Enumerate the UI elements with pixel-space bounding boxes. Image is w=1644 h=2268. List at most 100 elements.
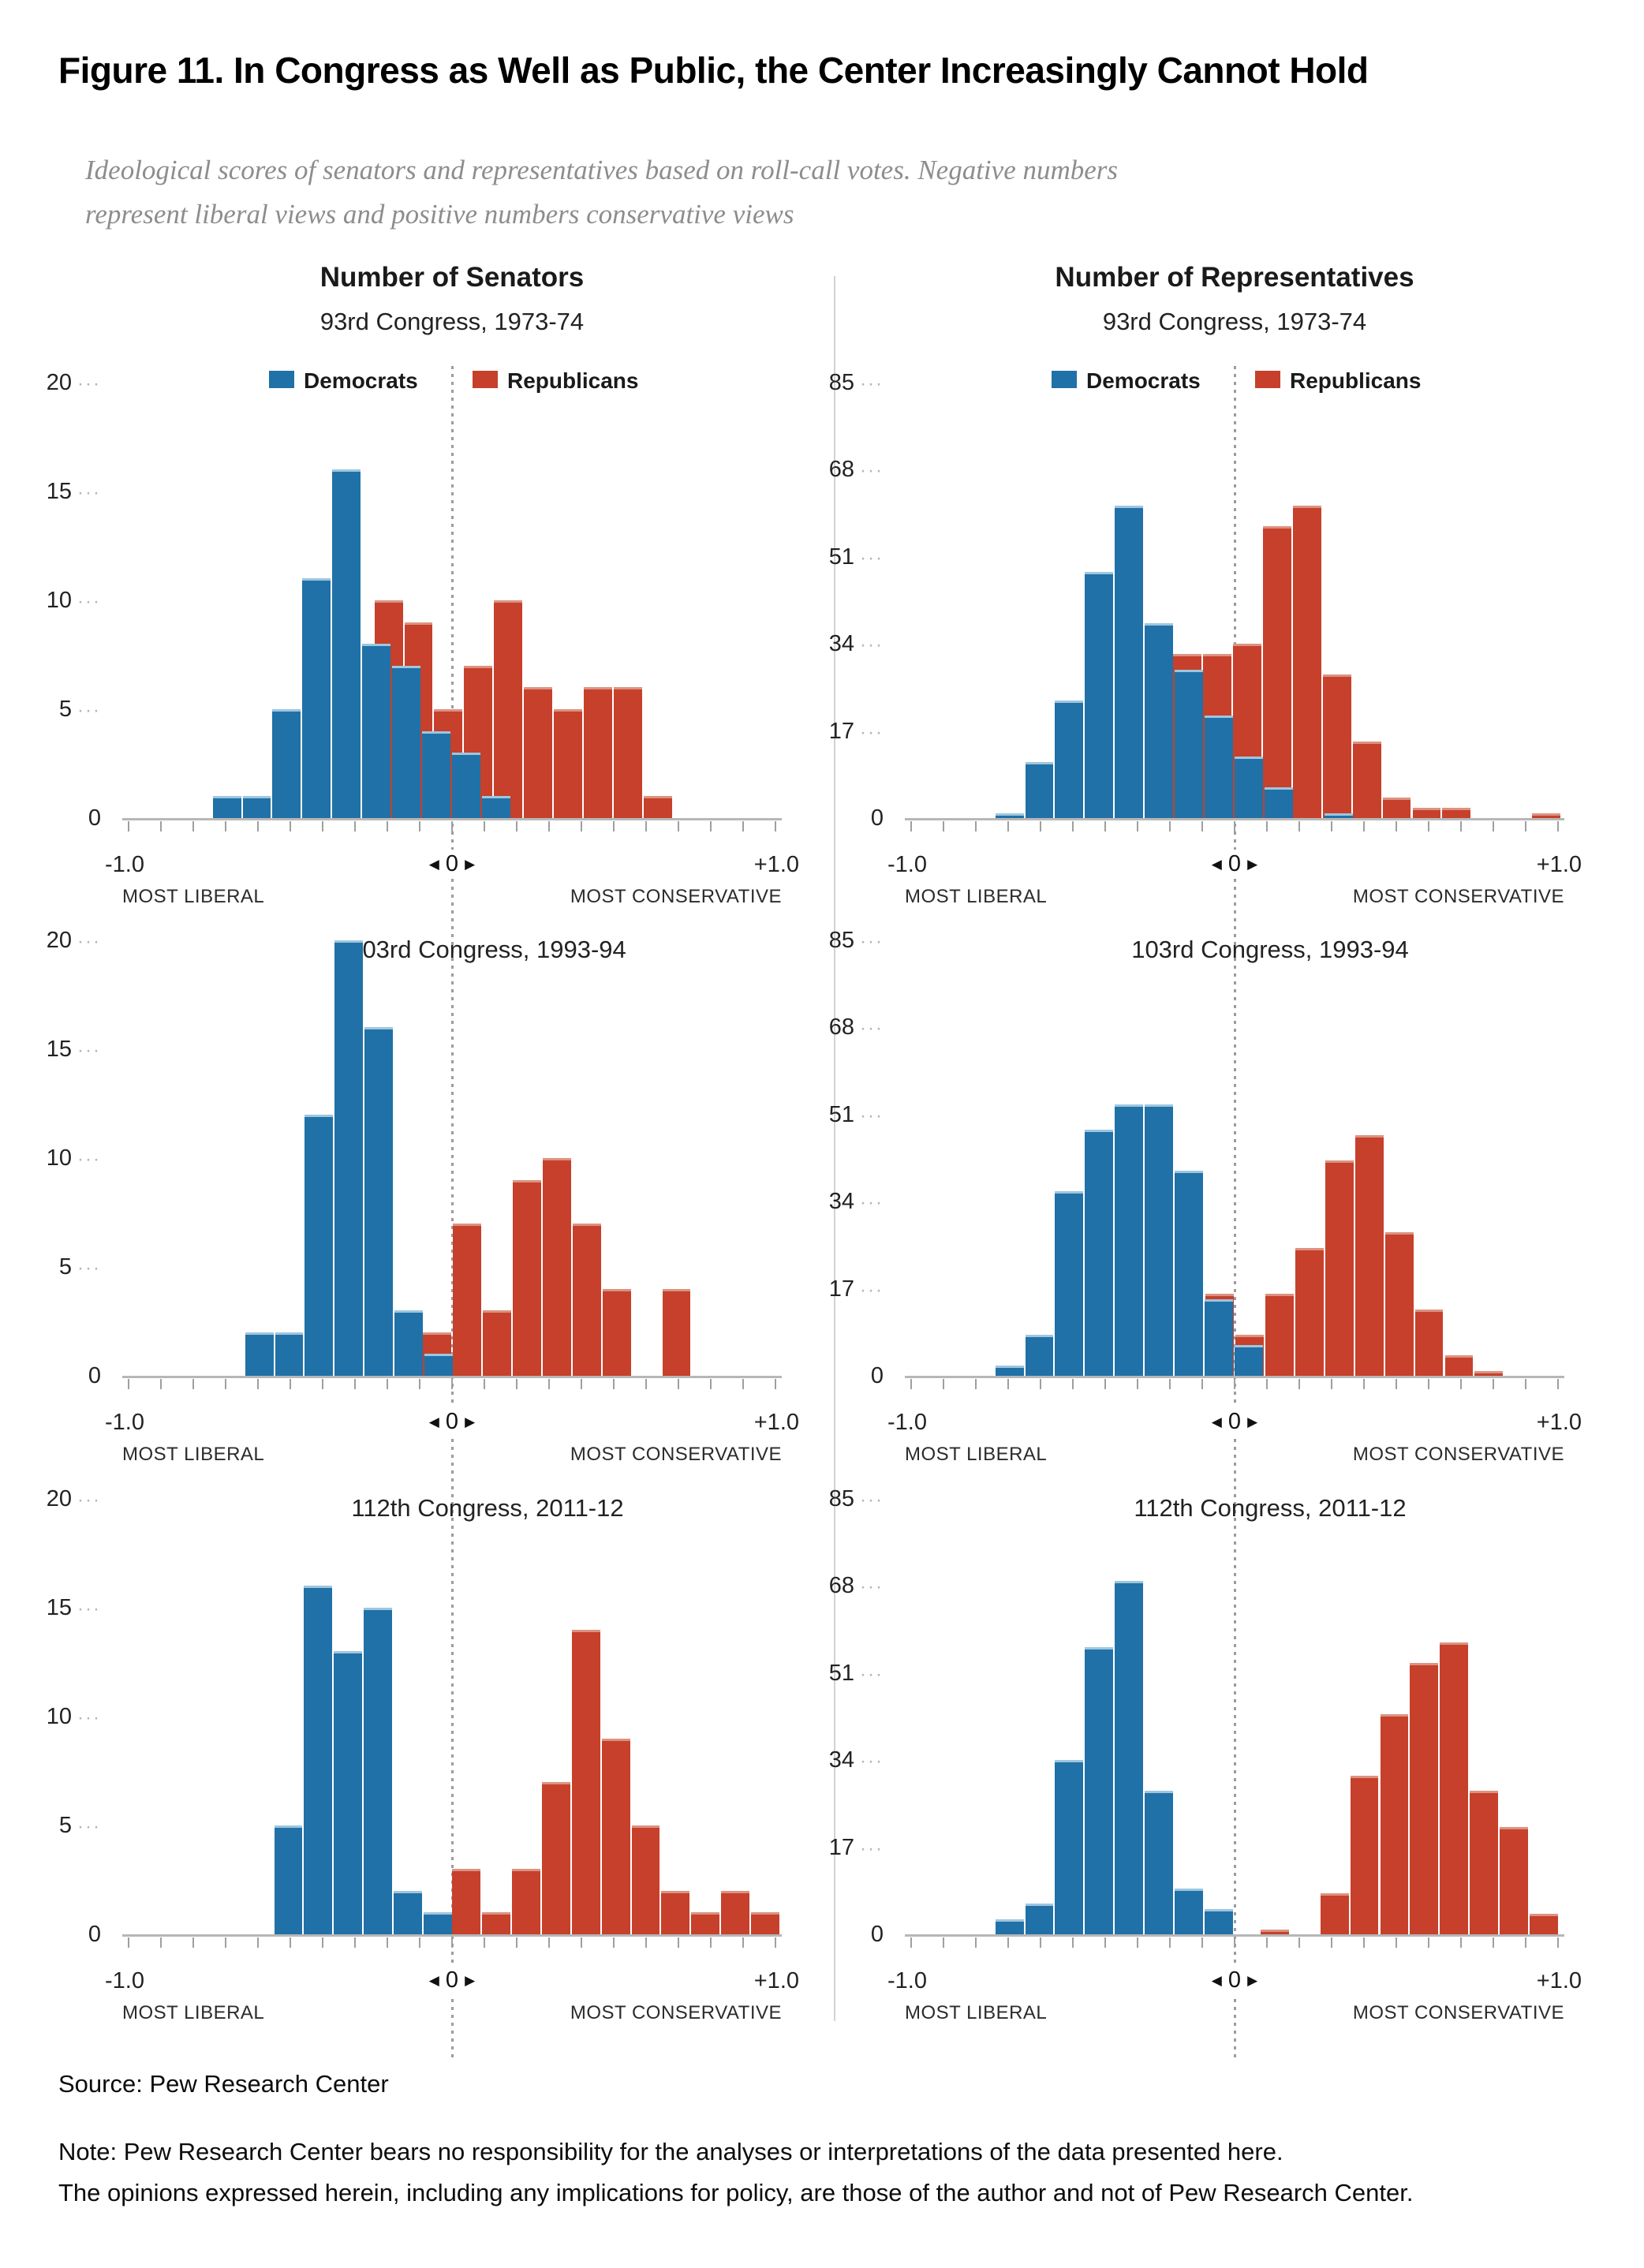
x-axis-tick <box>484 1379 485 1389</box>
y-tick-label-34: 34 ··· <box>777 1747 884 1773</box>
histogram-bar-democrats <box>1175 669 1204 818</box>
x-label-zero: ◀ 0 ▶ <box>1186 1966 1283 1994</box>
y-tick-label-0: 0 <box>0 805 101 831</box>
right-arrow-icon: ▶ <box>1247 1973 1258 1988</box>
x-axis-tick <box>678 821 679 831</box>
y-tick-value: 68 <box>828 1573 855 1599</box>
y-tick-label-20: 20 ··· <box>0 370 101 395</box>
y-tick-dots: ··· <box>77 591 101 612</box>
histogram-bar-republicans <box>572 1223 601 1376</box>
x-axis-line <box>905 818 1564 820</box>
histogram-bar-republicans <box>1412 808 1441 818</box>
y-tick-dots: ··· <box>77 1816 101 1837</box>
histogram-bar-democrats <box>302 578 331 818</box>
zero-value: 0 <box>1227 851 1242 876</box>
x-label-most-conservative: MOST CONSERVATIVE <box>570 886 782 907</box>
right-arrow-icon: ▶ <box>1247 1414 1258 1429</box>
y-tick-dots: ··· <box>860 634 884 656</box>
x-label-zero: ◀ 0 ▶ <box>1186 850 1283 878</box>
histogram-bar-republicans <box>1532 813 1561 818</box>
y-tick-label-17: 17 ··· <box>777 1835 884 1860</box>
x-axis-tick <box>225 1937 226 1948</box>
y-tick-value: 0 <box>870 805 884 831</box>
histogram-bar-democrats <box>424 1912 453 1934</box>
y-tick-label-51: 51 ··· <box>777 1102 884 1127</box>
x-axis-tick <box>1298 1379 1300 1389</box>
x-axis-tick <box>1557 1937 1559 1948</box>
x-axis-tick <box>257 1937 259 1948</box>
x-axis-tick <box>742 1937 744 1948</box>
y-tick-label-15: 15 ··· <box>0 479 101 504</box>
x-axis-tick <box>192 821 194 831</box>
chart-subtitle-house-93: 93rd Congress, 1973-74 <box>1102 308 1367 335</box>
histogram-bar-democrats <box>1205 716 1233 818</box>
x-axis-tick <box>1266 821 1268 831</box>
x-axis-tick <box>192 1379 194 1389</box>
left-arrow-icon: ◀ <box>1211 857 1222 872</box>
histogram-bar-republicans <box>1474 1370 1504 1376</box>
histogram-bar-republicans <box>602 1288 631 1376</box>
histogram-bar-republicans <box>1322 674 1351 818</box>
x-axis-tick <box>1396 1937 1397 1948</box>
x-axis-tick <box>678 1379 679 1389</box>
y-tick-dots: ··· <box>860 547 884 569</box>
y-tick-label-0: 0 <box>777 1363 884 1388</box>
x-label-most-conservative: MOST CONSERVATIVE <box>570 2002 782 2023</box>
y-tick-value: 85 <box>828 370 855 395</box>
x-axis-tick <box>581 821 582 831</box>
x-axis-tick <box>975 1937 977 1948</box>
y-tick-value: 34 <box>828 1189 855 1215</box>
histogram-bar-republicans <box>1292 505 1321 818</box>
chart-title-house-103: 103rd Congress, 1993-94 <box>1131 936 1409 963</box>
legend-label-republicans: Republicans <box>507 368 639 393</box>
x-label-min: -1.0 <box>887 852 927 877</box>
histogram-bar-republicans <box>601 1738 630 1934</box>
zero-value: 0 <box>445 851 459 876</box>
x-axis-tick <box>1104 1937 1106 1948</box>
right-arrow-icon: ▶ <box>465 1973 476 1988</box>
x-label-most-conservative: MOST CONSERVATIVE <box>1352 2002 1564 2023</box>
x-axis-tick <box>1169 1379 1171 1389</box>
x-axis-tick <box>775 1937 776 1948</box>
x-axis-tick <box>322 821 323 831</box>
x-axis-tick <box>1040 821 1041 831</box>
histogram-bar-republicans <box>452 1869 480 1934</box>
x-axis-tick <box>451 1937 453 1948</box>
y-tick-value: 0 <box>870 1363 884 1388</box>
x-axis-tick <box>484 1937 485 1948</box>
zero-value: 0 <box>1227 1409 1242 1434</box>
y-tick-dots: ··· <box>860 1837 884 1859</box>
x-axis-tick <box>975 1379 977 1389</box>
y-tick-value: 15 <box>46 479 73 504</box>
x-axis-tick <box>1201 1379 1203 1389</box>
x-label-zero: ◀ 0 ▶ <box>403 850 501 878</box>
histogram-bar-republicans <box>481 1912 510 1934</box>
x-axis-tick <box>1104 821 1106 831</box>
x-axis-tick <box>354 821 356 831</box>
histogram-bar-republicans <box>494 600 523 818</box>
histogram-bar-democrats <box>212 796 241 818</box>
x-axis-tick <box>775 821 776 831</box>
x-axis-tick <box>387 1937 388 1948</box>
y-tick-value: 0 <box>88 1363 101 1388</box>
legend-label-democrats: Democrats <box>304 368 418 393</box>
y-tick-value: 17 <box>828 1276 855 1302</box>
y-tick-dots: ··· <box>860 1018 884 1040</box>
histogram-bar-democrats <box>1115 505 1144 818</box>
histogram-bar-republicans <box>1440 1642 1469 1934</box>
x-axis-tick <box>290 1379 291 1389</box>
x-axis-tick <box>1201 1937 1203 1948</box>
y-tick-value: 15 <box>46 1595 73 1620</box>
right-arrow-icon: ▶ <box>1247 857 1258 872</box>
histogram-bar-republicans <box>541 1781 570 1934</box>
y-tick-dots: ··· <box>860 721 884 743</box>
left-arrow-icon: ◀ <box>1211 1414 1222 1429</box>
y-tick-label-15: 15 ··· <box>0 1037 101 1062</box>
histogram-bar-democrats <box>1264 787 1293 818</box>
histogram-bar-democrats <box>394 1890 423 1934</box>
y-tick-label-15: 15 ··· <box>0 1595 101 1620</box>
y-tick-label-10: 10 ··· <box>0 588 101 613</box>
y-tick-label-85: 85 ··· <box>777 1486 884 1511</box>
x-axis-tick <box>1007 1937 1009 1948</box>
histogram-bar-republicans <box>542 1158 571 1376</box>
